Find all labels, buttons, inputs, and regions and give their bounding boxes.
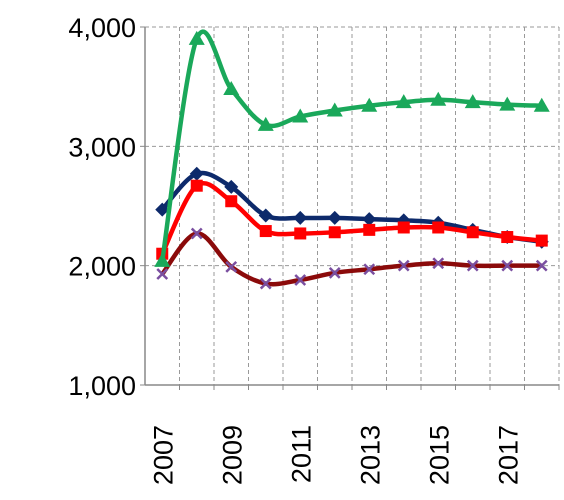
marker: [156, 268, 169, 280]
marker: [224, 179, 239, 194]
marker: [154, 252, 171, 267]
marker: [326, 102, 343, 117]
marker: [225, 195, 238, 208]
marker: [294, 227, 307, 240]
marker: [328, 226, 341, 239]
marker: [293, 210, 308, 225]
marker: [501, 259, 514, 272]
marker: [466, 259, 479, 272]
marker: [397, 259, 410, 272]
marker: [258, 208, 273, 223]
marker: [499, 96, 516, 111]
marker: [533, 97, 550, 112]
x-tick-label: 2013: [355, 425, 385, 485]
y-tick-label: 1,000: [68, 371, 136, 401]
x-tick-label: 2007: [148, 425, 178, 485]
y-tick-label: 2,000: [68, 252, 136, 282]
marker: [535, 259, 548, 272]
marker: [155, 202, 170, 217]
x-tick-label: 2015: [424, 425, 454, 485]
y-tick-label: 4,000: [68, 13, 136, 43]
marker: [259, 277, 272, 290]
marker: [397, 221, 410, 234]
marker: [328, 266, 341, 279]
marker: [190, 227, 203, 240]
marker: [327, 210, 342, 225]
marker: [361, 97, 378, 112]
marker: [501, 231, 514, 244]
marker: [432, 221, 445, 234]
y-tick-label: 3,000: [68, 132, 136, 162]
marker: [190, 179, 203, 192]
marker: [259, 225, 272, 238]
marker: [432, 257, 445, 270]
marker: [188, 30, 205, 45]
marker: [464, 94, 481, 109]
marker: [466, 226, 479, 239]
x-tick-label: 2009: [217, 425, 247, 485]
marker: [430, 91, 447, 106]
marker: [225, 260, 238, 273]
x-tick-label: 2017: [493, 425, 523, 485]
marker: [535, 234, 548, 247]
marker: [363, 263, 376, 276]
marker: [363, 223, 376, 236]
marker: [257, 116, 274, 131]
marker: [395, 94, 412, 109]
x-tick-label: 2011: [286, 425, 316, 483]
marker: [294, 274, 307, 286]
marker: [292, 108, 309, 123]
marker: [362, 212, 377, 227]
marker: [223, 81, 240, 96]
marker: [189, 166, 204, 181]
